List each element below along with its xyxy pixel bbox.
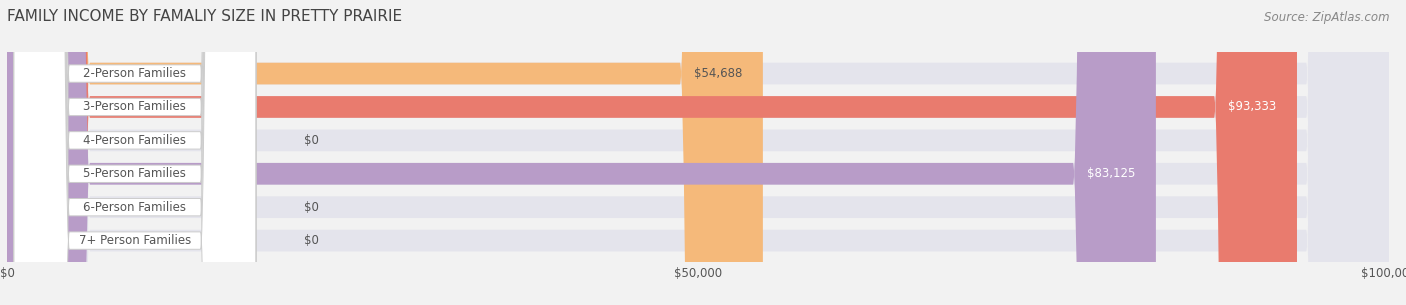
Text: $93,333: $93,333 xyxy=(1227,100,1277,113)
FancyBboxPatch shape xyxy=(14,0,256,305)
FancyBboxPatch shape xyxy=(7,0,1389,305)
Text: $0: $0 xyxy=(304,201,319,214)
Text: FAMILY INCOME BY FAMALIY SIZE IN PRETTY PRAIRIE: FAMILY INCOME BY FAMALIY SIZE IN PRETTY … xyxy=(7,9,402,24)
FancyBboxPatch shape xyxy=(14,0,256,305)
FancyBboxPatch shape xyxy=(7,0,1156,305)
Text: 4-Person Families: 4-Person Families xyxy=(83,134,187,147)
FancyBboxPatch shape xyxy=(7,0,1389,305)
Text: 6-Person Families: 6-Person Families xyxy=(83,201,187,214)
FancyBboxPatch shape xyxy=(14,0,256,305)
Text: $0: $0 xyxy=(304,234,319,247)
FancyBboxPatch shape xyxy=(7,0,1389,305)
Text: 2-Person Families: 2-Person Families xyxy=(83,67,187,80)
FancyBboxPatch shape xyxy=(14,0,256,305)
Text: 7+ Person Families: 7+ Person Families xyxy=(79,234,191,247)
FancyBboxPatch shape xyxy=(7,0,763,305)
FancyBboxPatch shape xyxy=(7,0,1389,305)
Text: $0: $0 xyxy=(304,134,319,147)
Text: $54,688: $54,688 xyxy=(693,67,742,80)
Text: Source: ZipAtlas.com: Source: ZipAtlas.com xyxy=(1264,12,1389,24)
FancyBboxPatch shape xyxy=(7,0,1389,305)
FancyBboxPatch shape xyxy=(7,0,1389,305)
FancyBboxPatch shape xyxy=(14,0,256,305)
Text: $83,125: $83,125 xyxy=(1087,167,1135,180)
FancyBboxPatch shape xyxy=(14,0,256,305)
FancyBboxPatch shape xyxy=(7,0,1296,305)
Text: 3-Person Families: 3-Person Families xyxy=(83,100,187,113)
Text: 5-Person Families: 5-Person Families xyxy=(83,167,187,180)
